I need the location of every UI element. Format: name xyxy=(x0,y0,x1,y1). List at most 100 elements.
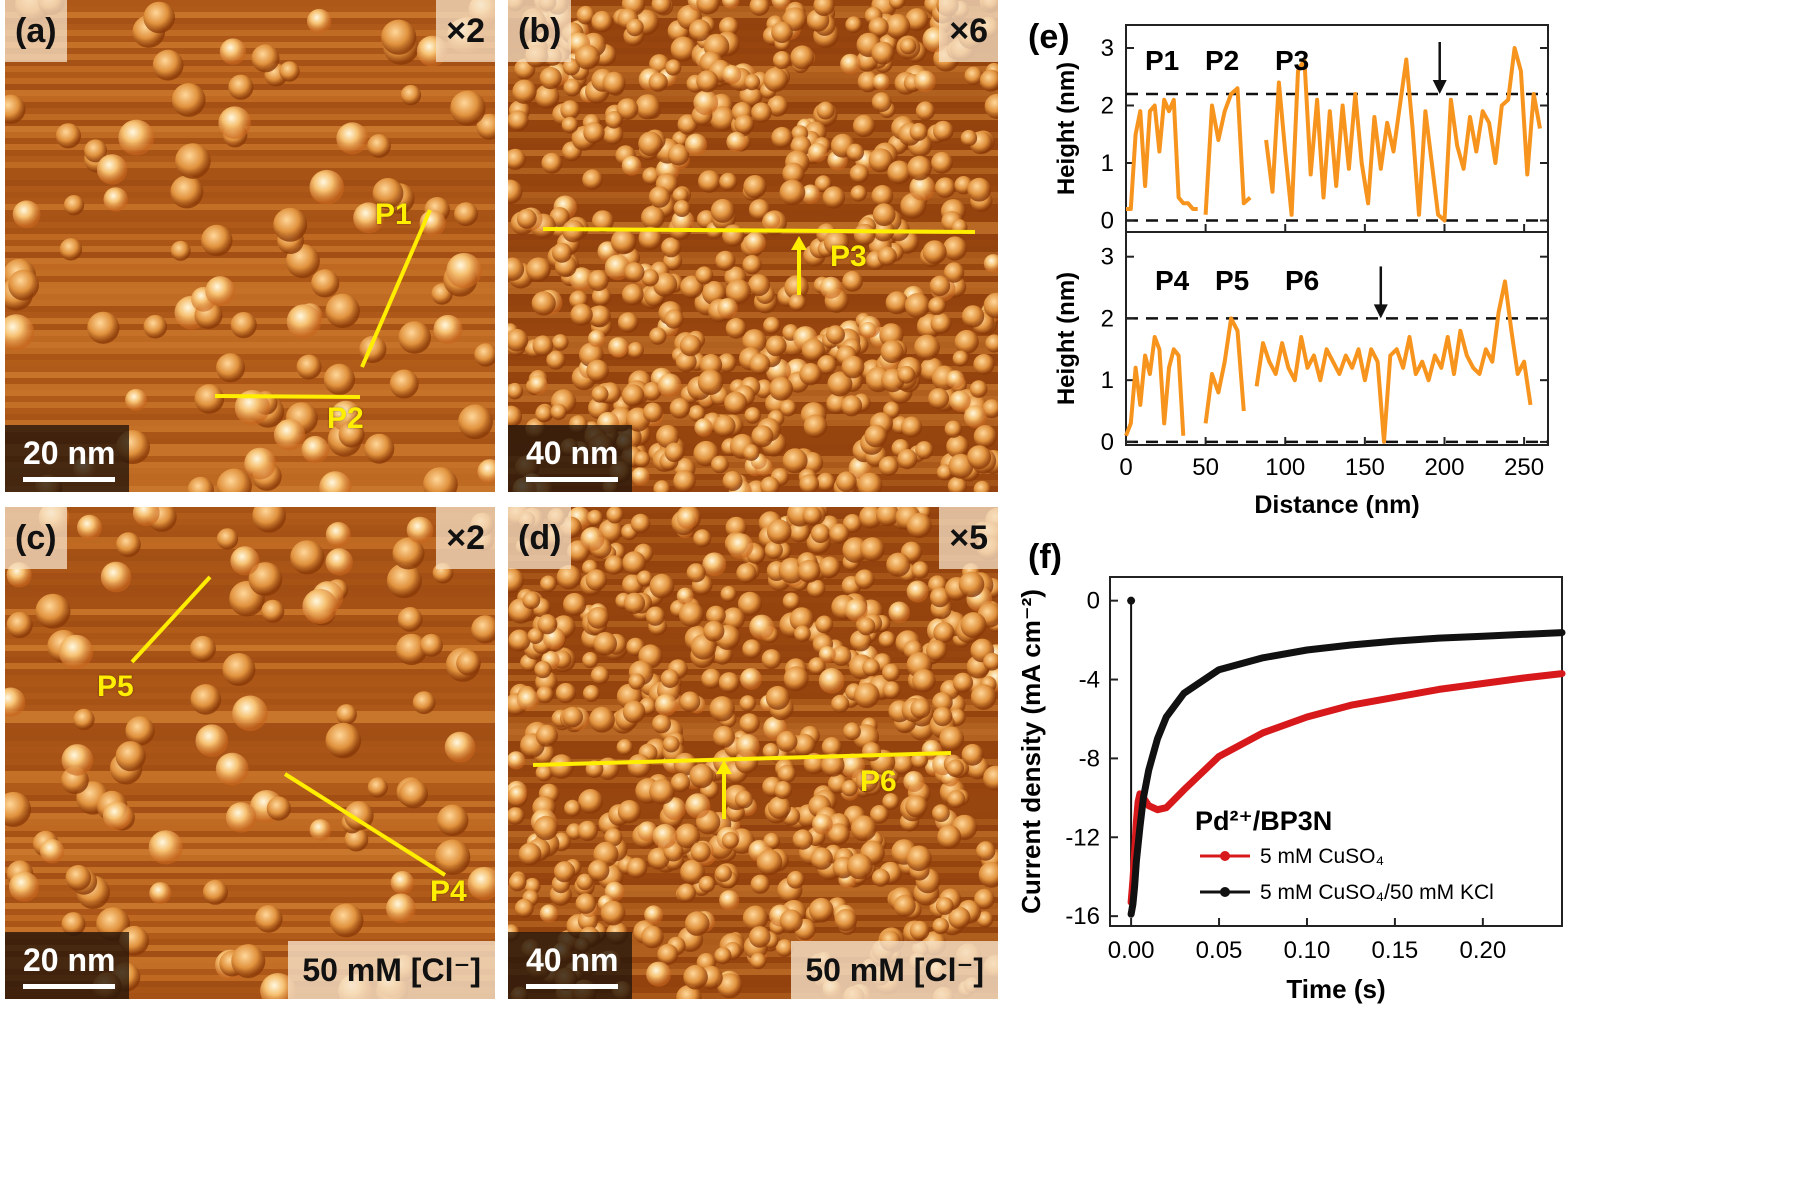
afm-scan-band xyxy=(5,615,495,621)
nanoparticle xyxy=(960,612,987,639)
afm-scan-band xyxy=(5,444,495,450)
afm-scan-band xyxy=(5,102,495,108)
nanoparticle xyxy=(943,262,965,283)
afm-scan-band xyxy=(5,519,495,525)
profile-label: P3 xyxy=(1275,45,1309,76)
legend-swatch-marker xyxy=(1220,887,1230,897)
nanoparticle xyxy=(709,696,735,722)
nanoparticle xyxy=(926,640,947,661)
x-axis-label: Time (s) xyxy=(1286,974,1385,1004)
afm-scan-band xyxy=(508,825,998,831)
nanoparticle xyxy=(680,859,705,885)
nanoparticle xyxy=(652,823,678,849)
afm-scan-band xyxy=(5,843,495,849)
nanoparticle xyxy=(756,849,783,876)
nanoparticle xyxy=(799,363,822,386)
nanoparticle xyxy=(672,187,689,204)
afm-scan-band xyxy=(5,777,495,783)
magnification-d: ×5 xyxy=(939,507,998,569)
afm-scan-band xyxy=(5,849,495,855)
nanoparticle xyxy=(171,83,206,117)
nanoparticle xyxy=(675,823,700,849)
afm-scan-band xyxy=(5,795,495,801)
nanoparticle xyxy=(711,455,729,474)
afm-scan-band xyxy=(5,537,495,543)
afm-scan-band xyxy=(5,867,495,873)
nanoparticle xyxy=(143,1,175,34)
nanoparticle xyxy=(868,17,889,38)
nanoparticle xyxy=(912,669,936,693)
afm-scan-band xyxy=(5,246,495,252)
nanoparticle xyxy=(225,802,257,833)
profile-label: P1 xyxy=(1145,45,1179,76)
nanoparticle xyxy=(696,0,720,15)
nanoparticle xyxy=(850,815,877,842)
x-tick-label: 0.00 xyxy=(1108,937,1155,964)
nanoparticle xyxy=(175,143,211,179)
nanoparticle xyxy=(148,830,183,865)
afm-image-b xyxy=(508,0,998,492)
afm-scan-band xyxy=(5,753,495,759)
nanoparticle xyxy=(850,185,867,202)
afm-scan-band xyxy=(5,873,495,879)
nanoparticle xyxy=(684,133,708,156)
nanoparticle xyxy=(979,69,998,92)
y-tick-label: -4 xyxy=(1079,667,1100,694)
profile-lines-a xyxy=(214,209,432,399)
nanoparticle xyxy=(218,106,251,139)
nanoparticle xyxy=(946,435,969,458)
afm-scan-band xyxy=(5,174,495,180)
nanoparticle xyxy=(652,714,671,734)
afm-scan-band xyxy=(508,36,998,42)
nanoparticle xyxy=(901,416,923,438)
nanoparticle xyxy=(587,859,610,882)
nanoparticle xyxy=(508,179,523,205)
concentration-label-d: 50 mM [Cl⁻] xyxy=(791,941,998,999)
nanoparticle xyxy=(718,16,739,37)
nanoparticle xyxy=(641,268,659,287)
nanoparticle xyxy=(55,123,81,149)
nanoparticle xyxy=(960,129,978,147)
nanoparticle xyxy=(367,777,388,798)
afm-scan-band xyxy=(5,234,495,240)
nanoparticle xyxy=(670,773,691,793)
nanoparticle xyxy=(201,224,233,257)
nanoparticle xyxy=(254,905,283,933)
nanoparticle xyxy=(589,706,615,733)
afm-scan-band xyxy=(5,933,495,939)
nanoparticle xyxy=(719,890,740,911)
nanoparticle xyxy=(718,672,740,694)
nanoparticle xyxy=(561,116,579,134)
nanoparticle xyxy=(661,237,682,258)
afm-scan-band xyxy=(508,507,998,513)
nanoparticle xyxy=(367,134,391,158)
nanoparticle xyxy=(364,433,395,464)
nanoparticle xyxy=(827,823,850,845)
afm-scan-band xyxy=(508,867,998,873)
nanoparticle xyxy=(115,741,146,772)
nanoparticle xyxy=(751,102,772,123)
nanoparticle xyxy=(458,404,493,440)
nanoparticle xyxy=(644,905,664,925)
afm-scan-band xyxy=(5,348,495,354)
nanoparticle xyxy=(928,388,950,410)
panel-label-e: (e) xyxy=(1028,18,1070,56)
nanoparticle xyxy=(978,861,998,888)
afm-scan-band xyxy=(5,252,495,258)
afm-scan-band xyxy=(508,24,998,30)
nanoparticle xyxy=(886,552,911,577)
x-tick-label: 0.05 xyxy=(1196,937,1243,964)
nanoparticle xyxy=(667,143,690,166)
nanoparticle xyxy=(540,575,557,593)
nanoparticle xyxy=(637,821,658,842)
nanoparticle xyxy=(450,90,486,126)
nanoparticle xyxy=(714,947,732,965)
nanoparticle xyxy=(96,154,128,185)
nanoparticle xyxy=(897,365,916,384)
nanoparticle xyxy=(862,658,880,677)
nanoparticle xyxy=(586,509,603,527)
nanoparticle xyxy=(512,79,537,104)
nanoparticle xyxy=(782,592,801,610)
nanoparticle xyxy=(889,0,906,10)
afm-scan-band xyxy=(5,204,495,210)
